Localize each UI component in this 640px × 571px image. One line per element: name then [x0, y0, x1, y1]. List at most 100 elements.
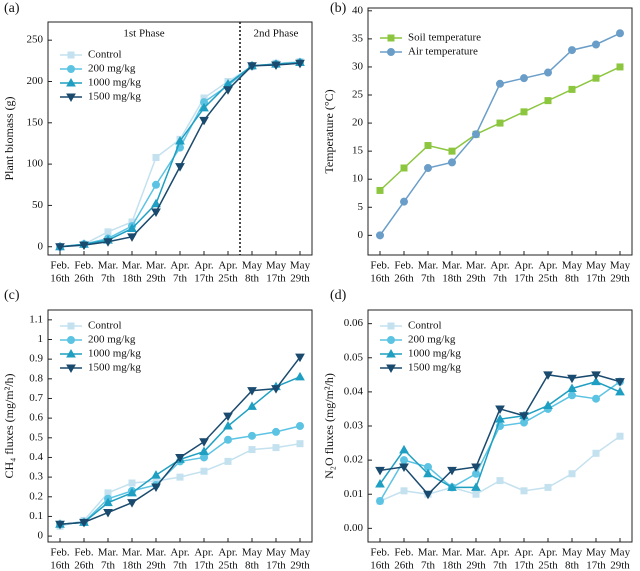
x-tick-label: 16th — [370, 560, 390, 571]
y-tick-label: 1.1 — [29, 313, 43, 325]
y-tick-label: 0.6 — [29, 412, 43, 424]
marker — [79, 518, 89, 528]
x-tick-label: Mar. — [466, 260, 487, 272]
marker — [520, 487, 528, 495]
marker — [151, 198, 161, 208]
x-tick-label: 18th — [122, 560, 142, 571]
marker — [495, 405, 505, 414]
panel: (a)Plant biomass (g)050100150200250Feb.1… — [2, 1, 313, 285]
x-tick-label: 7th — [173, 560, 188, 571]
x-tick-label: Apr. — [218, 260, 238, 272]
y-tick-label: 0.9 — [29, 353, 43, 365]
legend-label: 1000 mg/kg — [408, 348, 461, 360]
y-tick-label: 250 — [27, 34, 44, 46]
x-tick-label: May — [242, 260, 263, 272]
y-tick-label: 5 — [358, 201, 364, 213]
legend-label: Control — [408, 320, 442, 332]
marker — [568, 85, 576, 93]
x-tick-label: May — [290, 547, 311, 559]
y-tick-label: 0.8 — [29, 372, 43, 384]
y-tick-label: 40 — [352, 4, 364, 16]
y-tick-label: 0 — [38, 530, 44, 542]
x-tick-label: 29th — [466, 560, 486, 571]
marker — [103, 497, 113, 507]
marker — [496, 79, 504, 88]
y-tick-label: 0.7 — [29, 392, 43, 404]
x-tick-label: Mar. — [466, 547, 487, 559]
x-tick-label: Mar. — [418, 260, 439, 272]
x-tick-label: 17th — [266, 560, 286, 571]
marker — [520, 74, 528, 83]
marker — [400, 456, 408, 465]
y-tick-label: 100 — [27, 158, 44, 170]
marker — [520, 108, 528, 116]
y-tick-label: 30 — [352, 60, 364, 72]
marker — [271, 385, 281, 394]
marker — [544, 97, 552, 105]
y-tick-label: 150 — [27, 116, 44, 128]
marker — [296, 422, 304, 430]
x-tick-label: Mar. — [98, 547, 119, 559]
x-tick-label: 8th — [565, 560, 580, 571]
marker — [152, 154, 160, 162]
y-axis-label: Plant biomass (g) — [2, 97, 16, 181]
marker — [615, 378, 625, 387]
marker — [248, 431, 256, 440]
legend-marker — [387, 322, 395, 330]
marker — [616, 432, 624, 440]
marker — [447, 466, 457, 476]
x-tick-label: Feb. — [394, 547, 414, 559]
y-tick-label: 0 — [38, 240, 44, 252]
x-tick-label: 17th — [194, 560, 214, 571]
x-tick-label: 18th — [442, 273, 462, 285]
x-tick-label: Mar. — [122, 547, 143, 559]
marker — [543, 371, 553, 380]
x-tick-label: Mar. — [122, 260, 143, 272]
marker — [519, 412, 529, 421]
marker — [295, 59, 305, 69]
x-tick-label: 17th — [586, 560, 606, 571]
marker — [151, 483, 161, 492]
x-tick-label: May — [610, 547, 631, 559]
marker — [79, 241, 89, 251]
y-axis-label: Temperature (°C) — [322, 89, 336, 173]
series-line — [379, 435, 621, 502]
legend-marker — [386, 364, 396, 374]
x-tick-label: Apr. — [170, 547, 190, 559]
marker — [295, 353, 305, 363]
y-tick-label: 0.06 — [344, 317, 364, 329]
y-tick-label: 0.5 — [29, 431, 43, 443]
y-axis-label: N₂O fluxes (mg/m²/h) — [322, 373, 336, 479]
marker — [448, 147, 456, 155]
legend-marker — [66, 77, 76, 87]
x-tick-label: 29th — [610, 560, 630, 571]
y-tick-label: 50 — [32, 199, 44, 211]
legend-marker — [66, 364, 76, 374]
marker — [375, 478, 385, 488]
marker — [175, 453, 185, 463]
marker — [472, 130, 480, 139]
annotation: 2nd Phase — [254, 28, 299, 40]
y-tick-label: 0.1 — [29, 510, 43, 522]
marker — [544, 68, 552, 77]
x-tick-label: Feb. — [74, 260, 94, 272]
panel-label: (a) — [4, 1, 20, 16]
x-tick-label: Apr. — [514, 547, 534, 559]
x-tick-label: 7th — [101, 273, 116, 285]
marker — [55, 243, 65, 252]
x-tick-label: May — [610, 260, 631, 272]
marker — [127, 499, 137, 508]
marker — [376, 186, 384, 194]
x-tick-label: Feb. — [370, 260, 390, 272]
x-tick-label: 26th — [394, 273, 414, 285]
legend-marker — [67, 336, 75, 344]
marker — [199, 116, 209, 126]
legend-marker — [67, 322, 75, 330]
marker — [272, 444, 280, 452]
x-tick-label: May — [266, 547, 287, 559]
x-tick-label: Mar. — [146, 547, 167, 559]
marker — [152, 180, 160, 189]
legend-label: Control — [88, 320, 122, 332]
legend-label: Control — [88, 49, 122, 61]
